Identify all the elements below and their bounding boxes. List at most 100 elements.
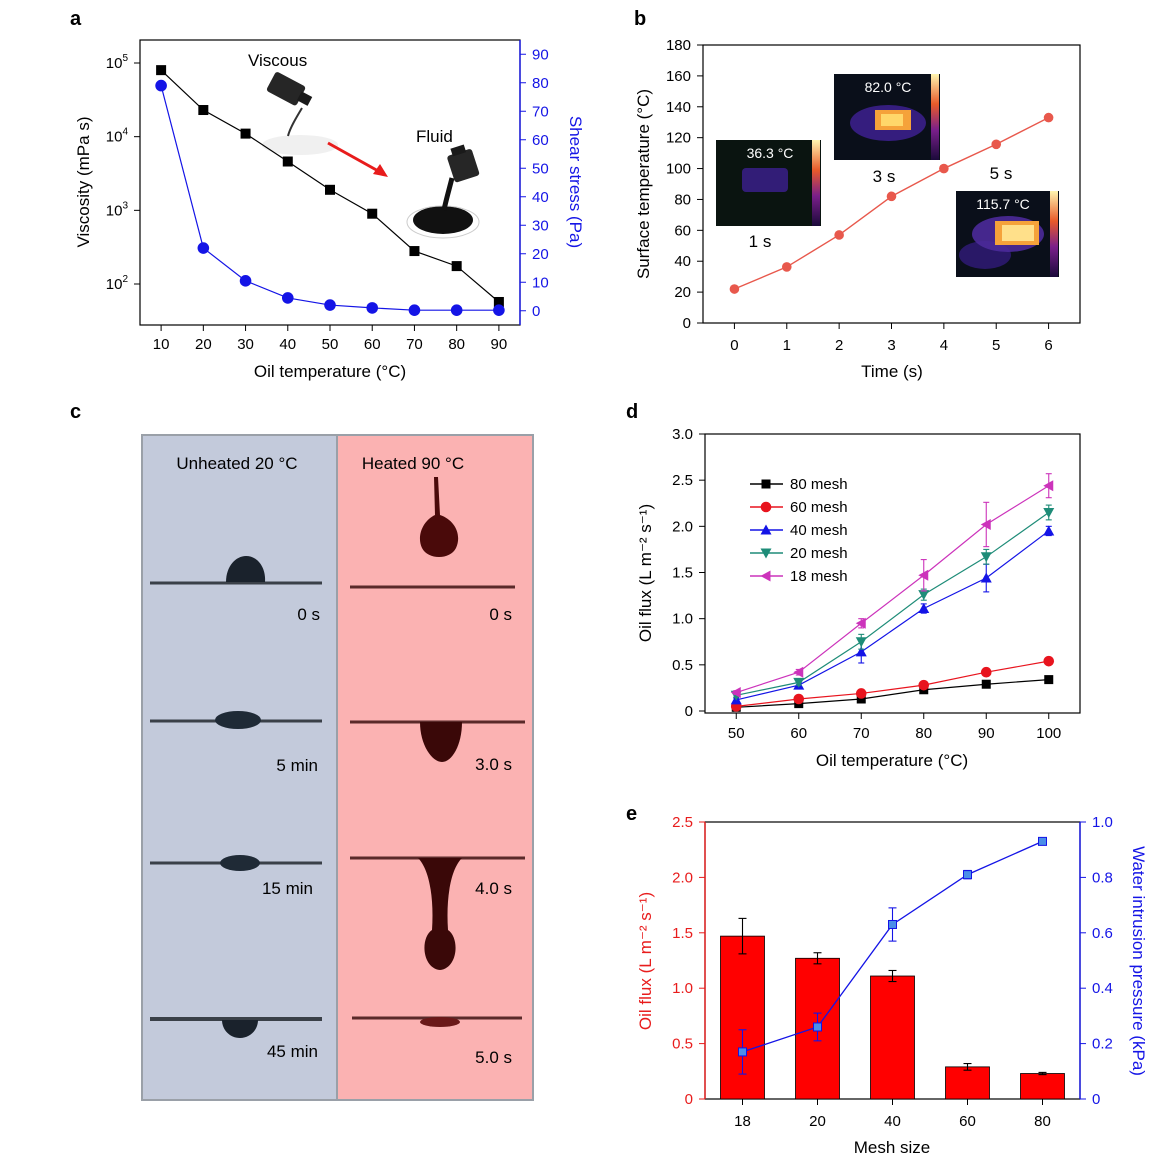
y-left-tick-label: 105: [106, 53, 129, 72]
y-tick-label: 180: [666, 37, 691, 54]
y-right-tick-label: 0.8: [1092, 869, 1113, 886]
panel-a-xlabel: Oil temperature (°C): [254, 362, 406, 381]
y-right-tick-label: 20: [532, 246, 549, 263]
time-left-3: 45 min: [267, 1042, 318, 1061]
series-point: [855, 688, 867, 699]
temperature-point: [834, 230, 844, 240]
series-point: [980, 666, 992, 678]
y-tick-label: 1.5: [672, 565, 693, 582]
panel-d-chart: 50 60 70 80 90 100 0 0.5 1.0 1.5 2.0 2.5 3.0 80 mes…: [636, 426, 1081, 770]
x-tick-label: 40: [279, 336, 296, 353]
panel-e-chart: 18 20 40 60 80 0 0.5 1.0 1.5 2.0 2.5 0 0.2 0.4 0.6 0.…: [636, 814, 1148, 1157]
panel-e-ylabel-left: Oil flux (L m⁻² s⁻¹): [636, 892, 655, 1030]
viscosity-point: [282, 156, 293, 167]
y-tick-label: 120: [666, 130, 691, 147]
y-tick-label: 1.0: [672, 611, 693, 628]
x-tick-label: 70: [853, 725, 870, 742]
droplet-0s: [226, 556, 266, 582]
legend-marker: [760, 524, 772, 535]
y-right-tick-label: 0.2: [1092, 1036, 1113, 1053]
time-right-2: 4.0 s: [475, 879, 512, 898]
shear-point: [155, 79, 167, 92]
intrusion-pressure-point: [1038, 836, 1047, 846]
x-tick-label: 0: [730, 337, 738, 354]
x-tick-label: 80: [1034, 1113, 1051, 1130]
shear-point: [408, 304, 421, 316]
y-tick-label: 40: [674, 253, 691, 270]
time-left-2: 15 min: [262, 879, 313, 898]
y-tick-label: 100: [666, 161, 691, 178]
panel-d-legend: 80 mesh 60 mesh 40 mesh 20 mesh 18 mesh: [750, 476, 848, 585]
y-right-tick-label: 30: [532, 217, 549, 234]
series-point: [1043, 655, 1055, 667]
series-point: [980, 572, 992, 583]
legend-marker: [760, 548, 772, 559]
y-tick-label: 60: [674, 222, 691, 239]
y-right-tick-label: 0.4: [1092, 980, 1113, 997]
y-right-tick-label: 80: [532, 75, 549, 92]
series-point: [793, 693, 805, 705]
panel-b-xlabel: Time (s): [861, 362, 923, 381]
viscosity-point: [409, 246, 420, 257]
droplet-45min: [222, 1020, 258, 1038]
x-tick-label: 60: [790, 725, 807, 742]
shear-point: [197, 242, 210, 254]
x-tick-label: 50: [322, 336, 339, 353]
panel-a-chart: 10 20 30 40 50 60 70 80 90 102 103 104 105 0 10 20 30 4…: [74, 39, 585, 381]
y-right-tick-label: 60: [532, 132, 549, 149]
series-point: [981, 679, 991, 689]
y-right-tick-label: 0: [532, 303, 540, 320]
panel-b-chart: 0 1 2 3 4 5 6 0 20 40 60 80 100 120 140 160 180 36.3 °C…: [634, 37, 1081, 381]
legend-marker: [760, 570, 771, 582]
inset-label-1s: 1 s: [749, 232, 772, 251]
inset-temp-1s: 36.3 °C: [747, 145, 794, 161]
droplet-5min: [215, 711, 261, 729]
panel-c-photos: Unheated 20 °C Heated 90 °C 0 s 5 min 15…: [141, 434, 534, 1101]
series-point: [856, 694, 866, 704]
arrow-head: [373, 164, 388, 177]
x-tick-label: 1: [783, 337, 791, 354]
shear-point: [239, 275, 252, 287]
legend-label: 18 mesh: [790, 568, 848, 585]
shear-point: [366, 302, 379, 314]
x-tick-label: 40: [884, 1113, 901, 1130]
series-point: [855, 646, 867, 657]
inset-temp-5s: 115.7 °C: [976, 196, 1030, 212]
y-left-tick-label: 1.5: [672, 925, 693, 942]
y-tick-label: 20: [674, 284, 691, 301]
panel-label-a: a: [70, 8, 82, 30]
series-point: [918, 569, 929, 581]
shear-point: [324, 299, 336, 311]
x-tick-label: 2: [835, 337, 843, 354]
series-point: [855, 617, 866, 629]
y-left-tick-label: 103: [106, 200, 129, 219]
panel-a-ylabel-left: Viscosity (mPa s): [74, 117, 93, 248]
oil-flux-bar: [870, 975, 915, 1100]
panel-d-xlabel: Oil temperature (°C): [816, 751, 968, 770]
drop-5s: [420, 1017, 460, 1027]
panel-d-ylabel: Oil flux (L m⁻² s⁻¹): [636, 504, 655, 642]
series-point: [793, 666, 804, 678]
panel-e-ylabel-right: Water intrusion pressure (kPa): [1129, 846, 1148, 1076]
y-right-tick-label: 0.6: [1092, 925, 1113, 942]
panel-label-b: b: [634, 8, 646, 30]
y-tick-label: 0: [685, 703, 693, 720]
series-point: [1043, 480, 1054, 492]
series-point: [980, 518, 991, 530]
y-right-tick-label: 1.0: [1092, 814, 1113, 831]
panel-label-d: d: [626, 401, 638, 423]
shear-point: [493, 304, 505, 316]
legend-label: 20 mesh: [790, 545, 848, 562]
x-tick-label: 18: [734, 1113, 751, 1130]
series-line: [736, 530, 1050, 701]
droplet-15min: [220, 855, 260, 871]
panel-a-frame: [139, 39, 521, 326]
thermal-inset-1s: 36.3 °C: [716, 140, 821, 226]
x-tick-label: 80: [915, 725, 932, 742]
time-left-1: 5 min: [276, 756, 318, 775]
temperature-point: [939, 163, 949, 174]
series-point: [730, 687, 741, 699]
y-left-tick-label: 2.0: [672, 869, 693, 886]
panel-d-frame: [704, 433, 1081, 714]
